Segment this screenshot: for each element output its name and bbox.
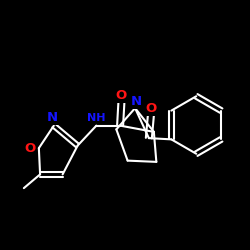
Text: O: O (116, 89, 127, 102)
Text: O: O (145, 102, 156, 114)
Text: N: N (131, 94, 142, 108)
Text: N: N (47, 111, 58, 124)
Text: O: O (24, 142, 36, 154)
Text: NH: NH (87, 112, 106, 122)
